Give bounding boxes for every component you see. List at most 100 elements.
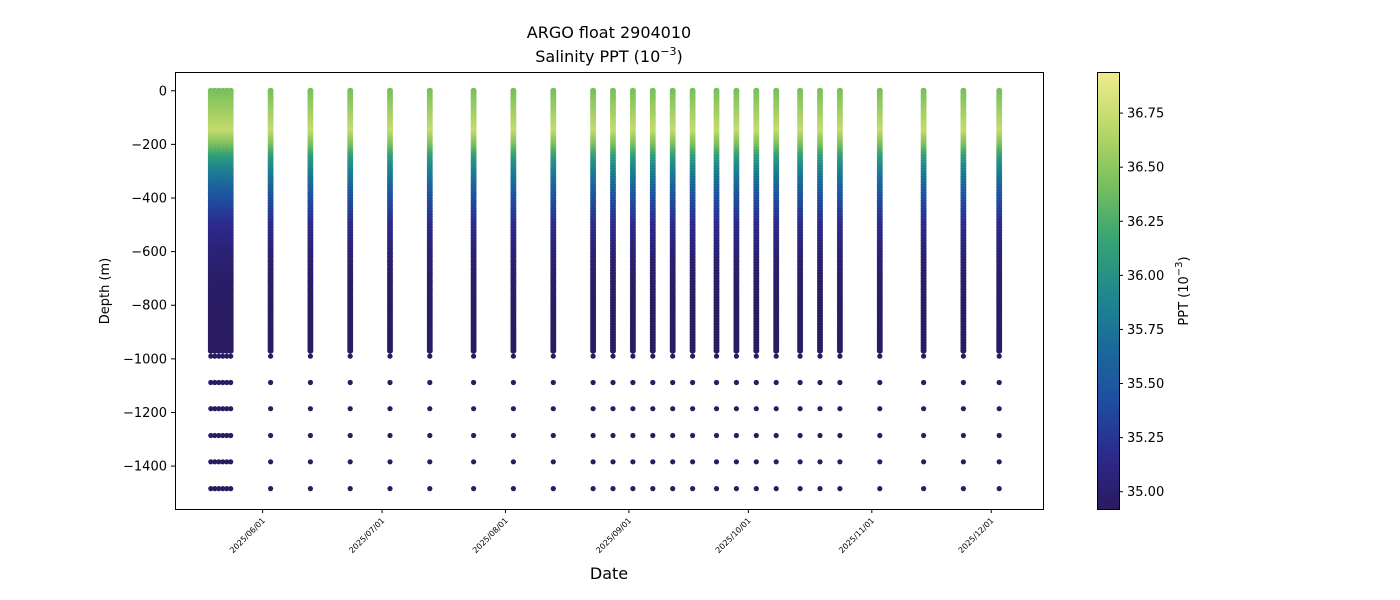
- profile-series: [876, 87, 883, 492]
- data-point: [630, 432, 636, 439]
- data-point: [960, 486, 967, 492]
- y-tick-label: −400: [131, 192, 167, 207]
- data-point: [610, 353, 616, 359]
- data-point: [670, 406, 676, 412]
- data-point: [689, 347, 696, 354]
- data-point: [753, 379, 759, 386]
- chart-subtitle-close: ): [677, 47, 683, 66]
- data-point: [220, 486, 226, 492]
- colorbar-tick-label: 36.75: [1127, 107, 1164, 122]
- data-point: [510, 379, 516, 386]
- profile-series: [773, 87, 780, 492]
- data-point: [550, 379, 556, 386]
- data-point: [212, 459, 218, 465]
- data-point: [510, 486, 516, 492]
- data-point: [996, 459, 1002, 465]
- chart-subtitle: Salinity PPT (10−3): [535, 45, 683, 66]
- profile-series: [610, 87, 616, 492]
- profile-series: [689, 87, 696, 492]
- data-point: [773, 459, 779, 465]
- data-point: [920, 347, 927, 354]
- profile-series: [227, 87, 234, 492]
- data-point: [630, 486, 636, 492]
- data-point: [387, 486, 393, 492]
- colorbar-ticks: 35.00 35.25 35.50 35.75 36.00 36.25 36.50 36.75: [1119, 107, 1164, 500]
- data-point: [773, 406, 779, 412]
- data-point: [713, 486, 720, 492]
- x-tick-label: 2025/12/01: [957, 516, 996, 555]
- data-point: [877, 379, 883, 386]
- x-axis-label: Date: [590, 564, 628, 583]
- y-tick-label: 0: [159, 84, 167, 99]
- data-point: [996, 379, 1002, 386]
- data-point: [347, 353, 353, 359]
- data-point: [960, 379, 967, 386]
- data-point: [268, 432, 274, 439]
- data-point: [690, 459, 696, 465]
- colorbar: 35.00 35.25 35.50 35.75 36.00 36.25 36.50 36.75…: [1097, 72, 1192, 510]
- colorbar-label-exponent: −3: [1174, 261, 1185, 276]
- data-point: [713, 432, 720, 439]
- data-point: [224, 432, 230, 439]
- data-point: [590, 347, 597, 354]
- data-point: [837, 406, 843, 412]
- data-point: [753, 353, 759, 359]
- data-point: [797, 379, 803, 386]
- x-tick-label: 2025/06/01: [228, 516, 267, 555]
- colorbar-fill: [1097, 72, 1119, 510]
- data-point: [387, 379, 393, 386]
- data-point: [227, 347, 234, 354]
- y-tick-label: −200: [131, 138, 167, 153]
- data-point: [629, 347, 636, 354]
- data-point: [630, 406, 636, 412]
- data-point: [670, 353, 676, 359]
- data-point: [713, 347, 720, 354]
- data-point: [220, 459, 226, 465]
- data-point: [690, 432, 696, 439]
- data-point: [773, 486, 779, 492]
- data-point: [427, 459, 433, 465]
- data-point: [387, 459, 393, 465]
- data-point: [996, 486, 1002, 492]
- y-tick-label: −1200: [123, 406, 167, 421]
- profile-series: [470, 87, 477, 492]
- data-point: [773, 432, 779, 439]
- data-point: [590, 379, 596, 386]
- data-point: [733, 347, 740, 354]
- data-point: [590, 486, 596, 492]
- y-tick-label: −1400: [123, 460, 167, 475]
- data-point: [837, 432, 843, 439]
- data-point: [713, 406, 720, 412]
- data-point: [471, 406, 477, 412]
- data-point: [690, 353, 696, 359]
- data-point: [610, 406, 616, 412]
- data-point: [733, 353, 740, 359]
- data-point: [921, 432, 927, 439]
- chart-subtitle-base: Salinity PPT (10: [535, 47, 660, 66]
- data-point: [228, 459, 234, 465]
- data-point: [471, 379, 477, 386]
- data-point: [996, 406, 1002, 412]
- data-point: [212, 432, 218, 439]
- data-point: [733, 486, 740, 492]
- data-point: [550, 459, 556, 465]
- data-point: [753, 347, 760, 354]
- data-point: [921, 459, 927, 465]
- data-point: [630, 353, 636, 359]
- colorbar-tick-label: 36.50: [1127, 161, 1164, 176]
- colorbar-tick-label: 35.00: [1127, 485, 1164, 500]
- y-axis-label: Depth (m): [98, 258, 113, 325]
- data-point: [268, 406, 274, 412]
- colorbar-tick-label: 35.50: [1127, 377, 1164, 392]
- x-tick-label: 2025/09/01: [594, 516, 633, 555]
- colorbar-label-base: PPT (10: [1177, 276, 1192, 325]
- y-tick-label: −1000: [123, 352, 167, 367]
- chart-subtitle-exponent: −3: [660, 45, 676, 58]
- data-point: [550, 486, 556, 492]
- data-point: [797, 347, 804, 354]
- data-point: [996, 347, 1003, 354]
- data-point: [713, 459, 720, 465]
- data-point: [550, 347, 557, 354]
- data-point: [669, 347, 676, 354]
- colorbar-tick-label: 35.25: [1127, 431, 1164, 446]
